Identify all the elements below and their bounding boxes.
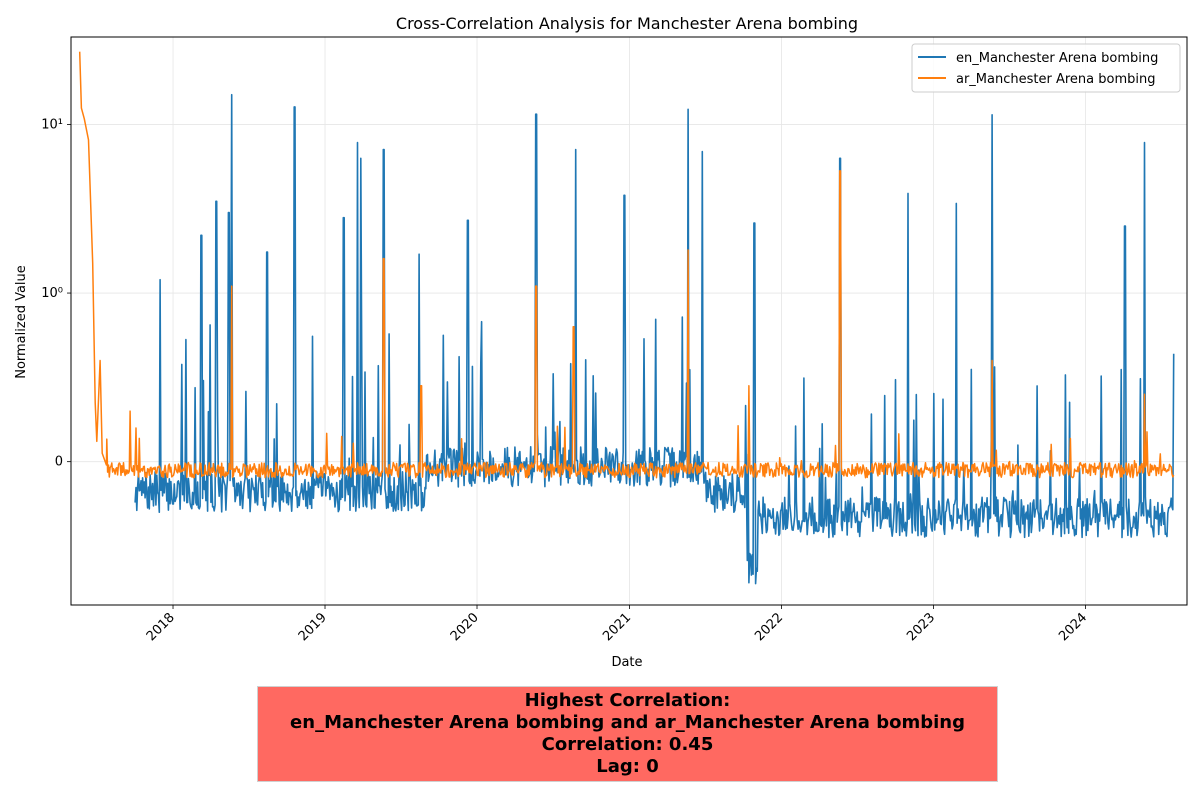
x-tick-label: 2022 [752,610,786,644]
grid [71,37,1187,605]
series-layer [78,51,1175,585]
x-tick-label: 2021 [600,610,634,644]
axes: 2018 2019 2020 2021 2022 2023 2024 0 10⁰ 10¹ [41,117,1090,644]
summary-lag: Lag: 0 [596,756,659,777]
summary-series-pair: en_Manchester Arena bombing and ar_Manch… [290,712,965,733]
y-tick-label: 10¹ [41,117,63,132]
legend-label: ar_Manchester Arena bombing [956,72,1155,87]
summary-correlation: Correlation: 0.45 [541,734,714,755]
series-line-en [134,93,1175,585]
x-tick-label: 2019 [296,610,330,644]
chart-title: Cross-Correlation Analysis for Mancheste… [396,14,858,33]
y-tick-label: 10⁰ [41,286,63,301]
x-tick-label: 2018 [144,610,178,644]
y-tick-label: 0 [55,455,63,470]
plot-area [70,36,1188,606]
legend-box [911,43,1181,93]
legend: en_Manchester Arena bombing ar_Manchester… [911,43,1181,93]
series-line-ar [78,51,1175,479]
correlation-summary-box: Highest Correlation: en_Manchester Arena… [257,686,998,782]
x-tick-label: 2023 [904,610,938,644]
legend-label: en_Manchester Arena bombing [956,51,1158,66]
y-axis-label: Normalized Value [14,265,29,379]
x-axis-label: Date [611,655,642,670]
x-tick-label: 2020 [448,610,482,644]
summary-heading: Highest Correlation: [524,690,731,711]
x-tick-label: 2024 [1056,610,1090,644]
